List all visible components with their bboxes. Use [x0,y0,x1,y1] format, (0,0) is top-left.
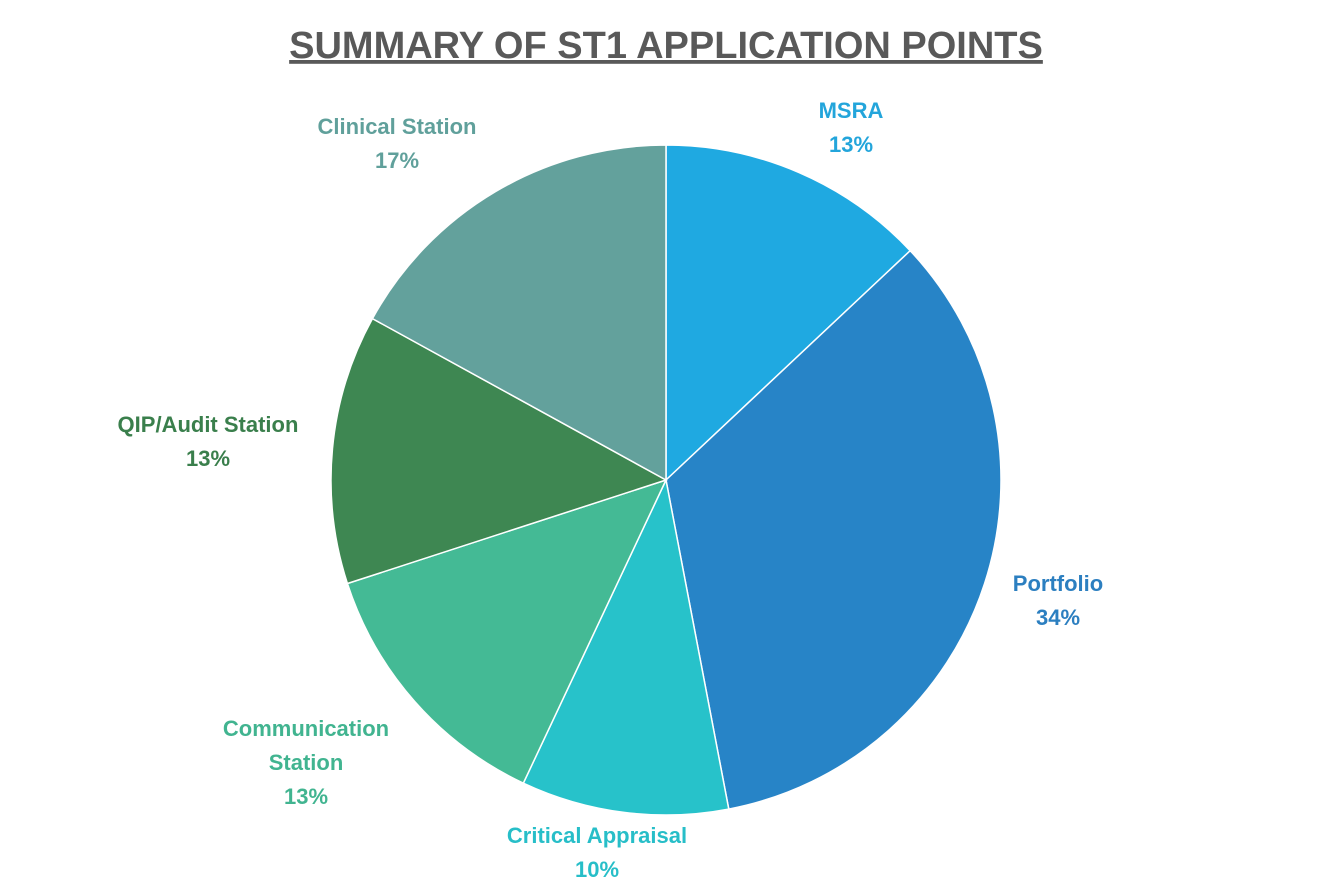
pie-slice-portfolio [665,249,1002,810]
slice-label-name: MSRA [819,98,884,123]
chart-title: SUMMARY OF ST1 APPLICATION POINTS [289,25,1043,67]
slice-label-portfolio: Portfolio 34% [1013,571,1103,630]
pie-slice-qip-audit-station [330,317,668,585]
slice-label-value: 13% [829,132,873,157]
pie-slice-msra [665,144,912,482]
slice-label-value: 13% [186,446,230,471]
slice-labels: MSRA 13% Portfolio 34% Critical Appraisal 10%… [118,98,1104,882]
pie-slices [330,144,1002,816]
slice-label-msra: MSRA 13% [819,98,884,157]
slice-label-communication-station: Communication Station 13% [223,716,389,809]
pie-slice-communication-station [346,478,668,785]
slice-label-name: Portfolio [1013,571,1103,596]
pie-slice-critical-appraisal [522,477,730,816]
slice-label-value: 34% [1036,605,1080,630]
slice-label-qip-audit-station: QIP/Audit Station 13% [118,412,299,471]
slice-label-name: Critical Appraisal [507,823,687,848]
slice-label-clinical-station: Clinical Station 17% [318,114,477,173]
slice-label-value: 17% [375,148,419,173]
slice-label-value: 10% [575,857,619,882]
slice-label-name: QIP/Audit Station [118,412,299,437]
slice-label-name: Communication [223,716,389,741]
slice-label-value: 13% [284,784,328,809]
slice-label-critical-appraisal: Critical Appraisal 10% [507,823,687,882]
slice-label-name: Clinical Station [318,114,477,139]
pie-slice-clinical-station [371,144,667,482]
slice-label-name: Station [269,750,344,775]
